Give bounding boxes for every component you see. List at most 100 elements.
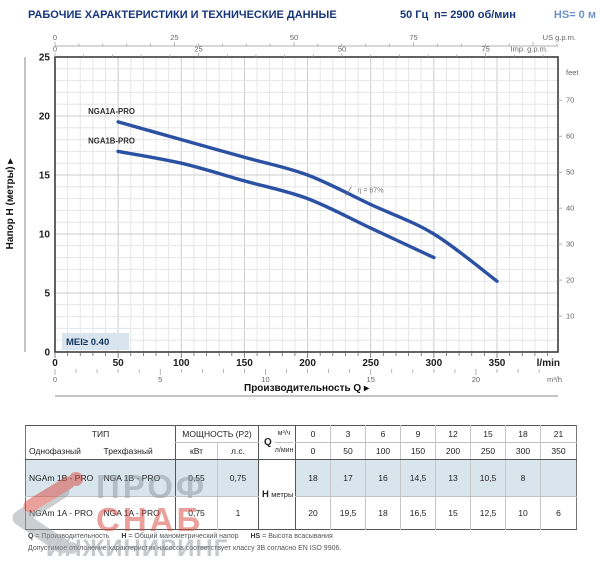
speed-label: n= 2900 об/мин [434,9,516,21]
kw-header: кВт [175,442,218,460]
q-lmin-value: 350 [540,442,577,460]
svg-text:Производительность Q ▸: Производительность Q ▸ [244,383,370,394]
svg-text:5: 5 [44,289,50,300]
svg-text:250: 250 [362,358,379,369]
power-kw: 0,55 [175,459,218,497]
svg-text:60: 60 [566,132,574,141]
svg-text:50: 50 [338,45,346,54]
q-m3h-value: 18 [505,425,541,443]
svg-text:75: 75 [409,33,417,42]
pump-performance-chart: 0 25 50 75 US g.p.m.0 25 50 75 Imp. g.p.m.051015… [5,33,579,397]
head-value: 17 [330,459,366,497]
svg-text:25: 25 [39,53,51,64]
svg-text:0: 0 [44,348,50,359]
head-value: 10 [505,496,541,530]
svg-text:50: 50 [113,358,125,369]
svg-text:10: 10 [566,312,574,321]
svg-text:η = 67%: η = 67% [358,188,384,195]
svg-text:NGA1A-PRO: NGA1A-PRO [88,107,135,116]
page-title: РАБОЧИЕ ХАРАКТЕРИСТИКИ И ТЕХНИЧЕСКИЕ ДАН… [28,9,337,21]
power-hp: 0,75 [217,459,259,497]
type-header: ТИП [91,429,110,440]
legend-hs-key: HS [250,533,261,540]
q-unit-m3h: м³/ч [274,426,294,443]
head-axis: 0 5 10 15 20 25 Напор H (метры) ▸ [5,53,50,359]
mei-badge: MEI≥ 0.40 [62,333,129,350]
svg-text:15: 15 [39,171,51,182]
flow-axis: 0 50 100 150 200 250 300 350 l/min 0 5 10 15 20 m³/h Пр… [52,352,562,397]
q-m3h-value: 6 [365,425,401,443]
svg-text:Imp. g.p.m.: Imp. g.p.m. [510,45,548,54]
feet-axis: 10 20 30 40 50 60 70 feet [558,68,579,321]
svg-text:20: 20 [39,112,51,123]
legend-hs-text: = Высота всасывания [262,533,333,540]
pump-model-single: NGAm 1B - PRO [25,459,101,497]
q-lmin-value: 150 [400,442,436,460]
efficiency-annotation: η = 67% [345,186,384,196]
q-lmin-value: 200 [435,442,471,460]
legend-q-key: Q [28,533,34,540]
head-value: 12,5 [470,496,506,530]
power-kw: 0,75 [175,496,218,530]
single-phase-header: Однофазный [25,442,101,460]
power-hp: 1 [217,496,259,530]
svg-text:30: 30 [566,240,574,249]
svg-text:0: 0 [53,375,57,384]
q-m3h-value: 9 [400,425,436,443]
svg-text:feet: feet [566,68,579,77]
svg-text:5: 5 [158,375,162,384]
q-m3h-value: 12 [435,425,471,443]
svg-text:0: 0 [53,45,57,54]
legend-h-key: H [121,533,127,540]
head-value: 14,5 [400,459,436,497]
q-lmin-value: 50 [330,442,366,460]
q-lmin-value: 0 [295,442,331,460]
pump-model-three: NGA 1A - PRO [103,508,160,518]
svg-text:10: 10 [261,375,269,384]
legend-q-text: = Производительность [35,533,110,540]
h-unit: метры [271,490,294,499]
frequency-label: 50 Гц [400,9,429,21]
top-flow-axes: 0 25 50 75 US g.p.m. 0 25 50 75 Imp. g.p.m. [53,33,576,57]
svg-text:20: 20 [566,276,574,285]
svg-text:75: 75 [481,45,489,54]
pump-curves: NGA1A-PRO NGA1B-PRO [88,107,499,283]
q-header-cell: Q м³/ч л/мин [258,425,296,460]
svg-text:20: 20 [472,375,480,384]
svg-text:50: 50 [290,33,298,42]
head-value: 10,5 [470,459,506,497]
pump-model-single: NGAm 1A - PRO [29,508,93,518]
head-value: 20 [295,496,331,530]
svg-text:150: 150 [236,358,253,369]
svg-text:0: 0 [53,33,57,42]
curve-NGA1B-PRO [116,149,436,260]
svg-text:0: 0 [52,358,58,369]
hp-header: л.с. [217,442,259,460]
technical-data-table: ТИП МОЩНОСТЬ (P2) Q м³/ч л/мин 0 3 6 9 1… [25,425,578,530]
q-m3h-value: 0 [295,425,331,443]
head-value: 13 [435,459,471,497]
svg-text:10: 10 [39,230,51,241]
svg-text:300: 300 [426,358,443,369]
q-m3h-value: 15 [470,425,506,443]
head-value: 16 [365,459,401,497]
svg-text:NGA1B-PRO: NGA1B-PRO [88,136,135,145]
q-m3h-value: 3 [330,425,366,443]
svg-text:US g.p.m.: US g.p.m. [543,33,576,42]
suction-head-label: HS= 0 м [553,9,596,21]
q-label: Q [264,437,272,448]
svg-text:100: 100 [173,358,190,369]
svg-text:25: 25 [194,45,202,54]
svg-text:350: 350 [489,358,506,369]
head-value [540,459,577,497]
q-lmin-value: 250 [470,442,506,460]
head-value: 15 [435,496,471,530]
tolerance-note: Допустимое отклонение характеристик насо… [28,545,342,552]
svg-text:25: 25 [170,33,178,42]
svg-text:200: 200 [299,358,316,369]
curve-NGA1A-PRO [116,120,499,283]
svg-text:Напор H (метры) ▸: Напор H (метры) ▸ [5,158,16,250]
legend-line: Q = Производительность H = Общий маномет… [28,531,568,543]
pump-model-three: NGA 1B - PRO [100,459,176,497]
svg-text:l/min: l/min [537,358,560,369]
